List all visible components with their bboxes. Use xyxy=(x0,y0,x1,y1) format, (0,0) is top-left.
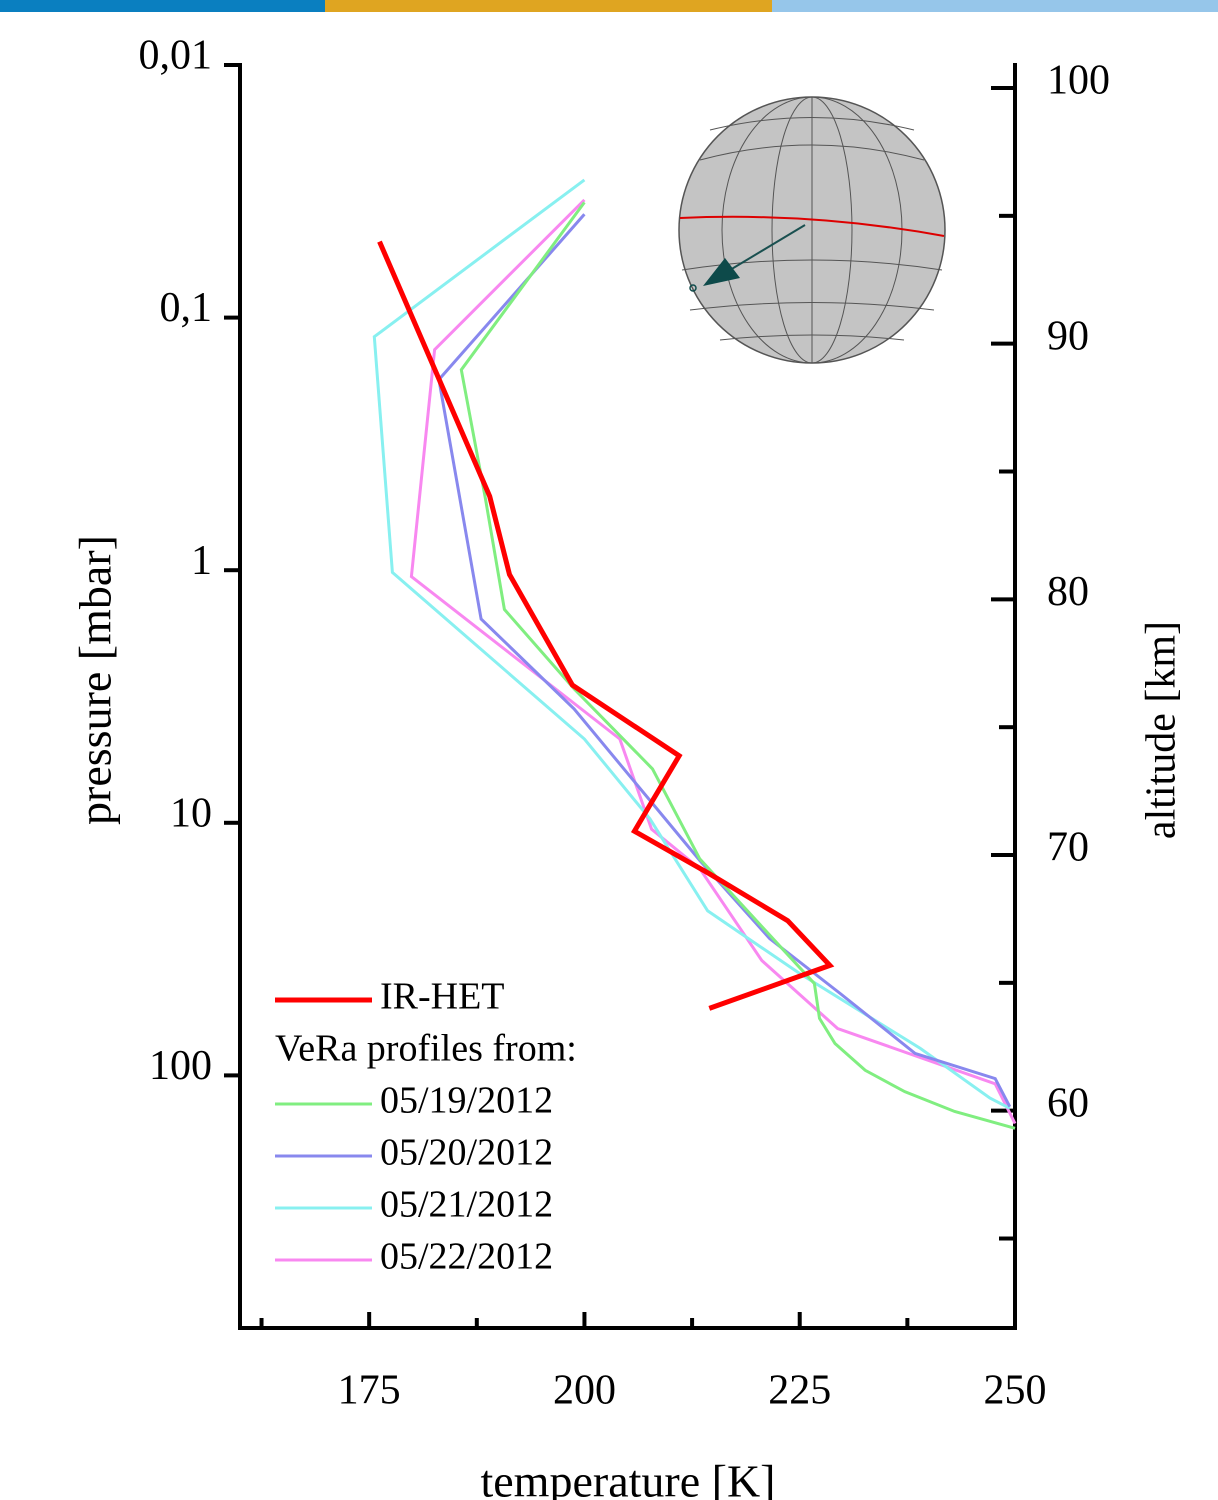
header-bar xyxy=(772,0,1218,12)
y-tick-label: 100 xyxy=(149,1043,212,1089)
data-line xyxy=(372,178,1011,1110)
data-line xyxy=(437,213,1012,1108)
y-tick-label: 10 xyxy=(170,790,212,836)
y-tick-label: 0,1 xyxy=(160,285,213,331)
y2-axis-label: altitude [km] xyxy=(1139,621,1185,839)
data-line xyxy=(409,198,1017,1125)
y-axis-label: pressure [mbar] xyxy=(70,535,121,825)
y2-tick-label: 70 xyxy=(1047,825,1089,871)
y2-tick-label: 80 xyxy=(1047,569,1089,615)
y2-tick-label: 100 xyxy=(1047,58,1110,104)
y-tick-label: 1 xyxy=(191,538,212,584)
x-tick-label: 250 xyxy=(984,1368,1047,1414)
y-tick-label: 0,01 xyxy=(139,33,213,79)
legend-label: IR-HET xyxy=(380,976,505,1018)
data-line xyxy=(459,201,1016,1130)
legend-label: 05/21/2012 xyxy=(380,1184,553,1226)
legend-label: 05/20/2012 xyxy=(380,1132,553,1174)
header-bar xyxy=(0,0,325,12)
legend-note: VeRa profiles from: xyxy=(275,1028,577,1070)
x-tick-label: 225 xyxy=(768,1368,831,1414)
legend-label: 05/22/2012 xyxy=(380,1236,553,1278)
y2-tick-label: 60 xyxy=(1047,1080,1089,1126)
data-line xyxy=(377,240,835,1011)
y2-tick-label: 90 xyxy=(1047,313,1089,359)
globe-inset xyxy=(678,96,946,364)
x-tick-label: 200 xyxy=(553,1368,616,1414)
header-bar xyxy=(325,0,772,12)
x-tick-label: 175 xyxy=(338,1368,401,1414)
x-axis-label: temperature [K] xyxy=(480,1456,775,1500)
legend-label: 05/19/2012 xyxy=(380,1080,553,1122)
